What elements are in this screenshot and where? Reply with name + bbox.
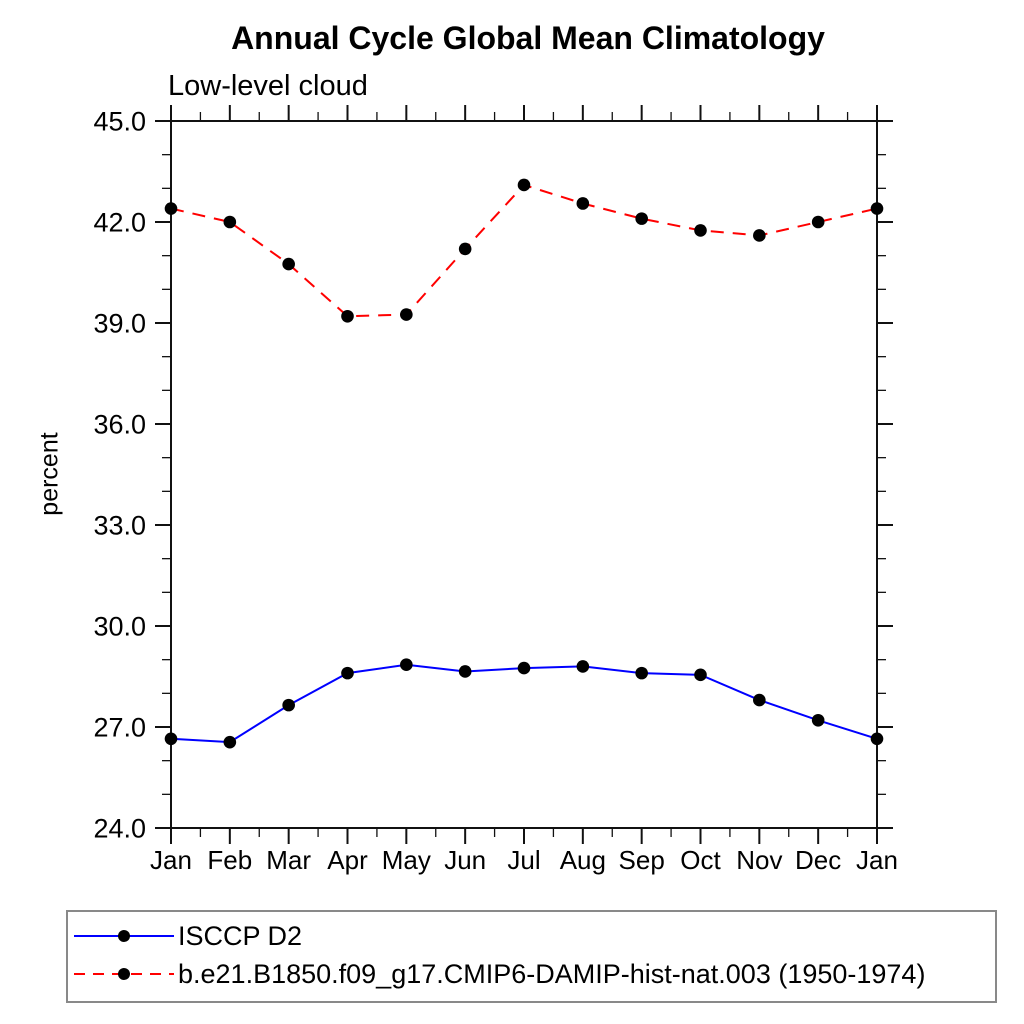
y-tick-label: 24.0 (93, 814, 146, 844)
x-tick-label: Aug (560, 845, 606, 875)
data-point-marker (694, 224, 707, 237)
plot-frame (170, 120, 878, 829)
data-point-marker (870, 732, 884, 746)
data-point-marker (458, 665, 472, 678)
data-point-marker (341, 666, 354, 680)
data-point-marker (635, 666, 648, 680)
data-point-marker (517, 661, 531, 675)
series-line (170, 663, 878, 744)
data-point-marker (753, 693, 766, 707)
y-tick-label: 30.0 (93, 612, 146, 642)
data-point-marker (223, 735, 237, 749)
x-tick-label: Nov (736, 845, 782, 875)
y-tick-label: 45.0 (93, 107, 146, 137)
data-point-marker (811, 713, 825, 727)
legend-marker (118, 930, 130, 942)
legend-line-sample (74, 930, 174, 942)
chart-subtitle: Low-level cloud (168, 70, 368, 102)
chart-title: Annual Cycle Global Mean Climatology (231, 20, 825, 56)
data-point-marker (576, 197, 590, 210)
data-point-marker (164, 202, 178, 215)
y-tick-label: 27.0 (93, 713, 146, 743)
x-tick-label: Feb (207, 845, 252, 875)
data-point-marker (164, 732, 178, 746)
data-point-marker (811, 215, 825, 229)
series-line (170, 183, 878, 318)
y-tick-label: 33.0 (93, 511, 146, 541)
data-point-marker (282, 257, 295, 271)
data-point-marker (517, 178, 531, 192)
legend-row: ISCCP D2 (68, 917, 995, 955)
data-point-marker (223, 215, 237, 229)
data-point-marker (400, 658, 413, 672)
data-point-marker (400, 308, 413, 321)
x-tick-label: Jul (507, 845, 540, 875)
y-tick-label: 42.0 (93, 208, 146, 238)
x-tick-label: Jun (444, 845, 486, 875)
data-point-marker (282, 698, 295, 712)
x-tick-label: Sep (619, 845, 665, 875)
x-tick-label: Jan (150, 845, 192, 875)
data-point-marker (576, 660, 590, 673)
x-tick-label: Apr (327, 845, 368, 875)
x-tick-label: Jan (856, 845, 898, 875)
x-tick-label: May (382, 845, 431, 875)
x-tick-label: Dec (795, 845, 841, 875)
y-tick-label: 36.0 (93, 410, 146, 440)
legend-marker (118, 968, 130, 980)
legend-label: ISCCP D2 (178, 920, 303, 951)
data-point-marker (341, 309, 354, 323)
x-tick-label: Mar (266, 845, 311, 875)
legend-row: b.e21.B1850.f09_g17.CMIP6-DAMIP-hist-nat… (68, 955, 995, 993)
y-tick-label: 39.0 (93, 309, 146, 339)
x-tick-label: Oct (680, 845, 721, 875)
legend-line-sample (74, 968, 174, 980)
data-point-marker (753, 229, 766, 242)
data-point-marker (458, 242, 472, 256)
legend-label: b.e21.B1850.f09_g17.CMIP6-DAMIP-hist-nat… (178, 958, 926, 989)
data-point-marker (635, 212, 648, 225)
data-point-marker (870, 202, 884, 215)
data-point-marker (694, 668, 707, 682)
legend-box: ISCCP D2 b.e21.B1850.f09_g17.CMIP6-DAMIP-… (66, 910, 997, 1003)
